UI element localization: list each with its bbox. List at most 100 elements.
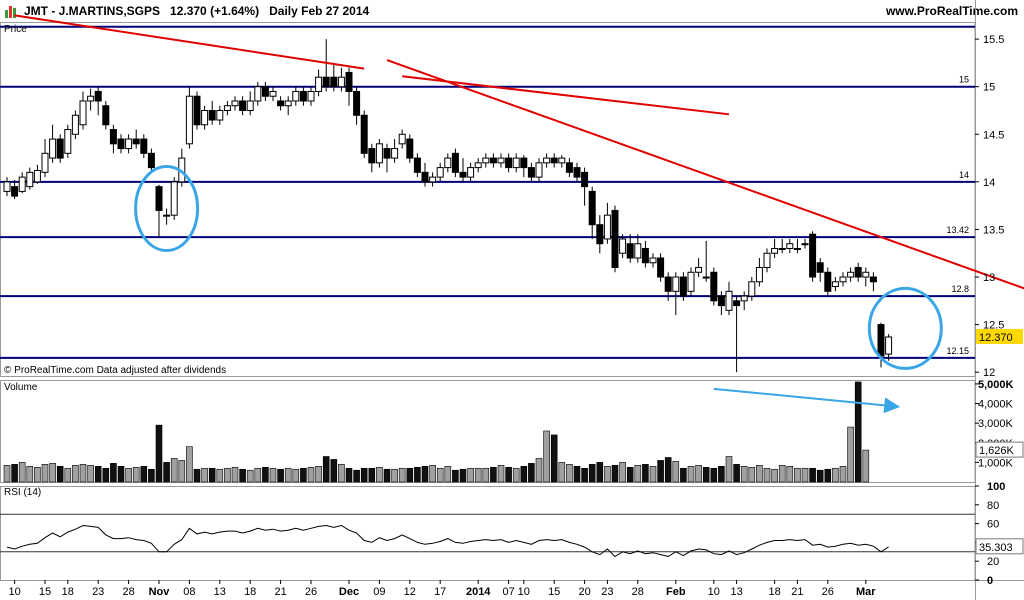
volume-bar bbox=[786, 466, 794, 483]
volume-bar bbox=[794, 467, 801, 483]
volume-bar bbox=[34, 466, 41, 483]
candle bbox=[94, 90, 102, 102]
time-tick-label: 18 bbox=[244, 586, 256, 598]
volume-bar bbox=[360, 467, 368, 483]
rsi-tick-label: 20 bbox=[987, 556, 999, 568]
candle bbox=[687, 271, 695, 292]
trend-line bbox=[386, 59, 1024, 290]
rsi-tick-label: 80 bbox=[987, 500, 999, 512]
volume-bar bbox=[588, 464, 596, 483]
candle bbox=[626, 243, 634, 259]
last-price-badge bbox=[976, 328, 1023, 344]
volume-bar bbox=[315, 466, 322, 483]
volume-bar bbox=[193, 468, 201, 483]
time-tick-label: 15 bbox=[39, 586, 51, 598]
volume-bar bbox=[474, 467, 482, 483]
volume-bar bbox=[854, 381, 862, 483]
volume-bar bbox=[490, 466, 497, 483]
volume-bar bbox=[702, 466, 710, 483]
candle bbox=[702, 276, 710, 279]
candle bbox=[679, 276, 687, 297]
time-tick-label: 23 bbox=[601, 586, 613, 598]
candle bbox=[64, 129, 72, 154]
volume-bar bbox=[284, 467, 292, 483]
time-tick-label: 18 bbox=[62, 586, 74, 598]
volume-last-badge bbox=[975, 441, 1024, 458]
candle bbox=[299, 90, 307, 102]
time-tick-label: 28 bbox=[122, 586, 134, 598]
annotation-arrow bbox=[713, 387, 901, 414]
volume-bar bbox=[429, 465, 436, 483]
volume-tick-label: 3,000K bbox=[978, 418, 1014, 430]
volume-bar bbox=[550, 434, 558, 483]
time-tick-label: 23 bbox=[92, 586, 104, 598]
candle bbox=[725, 290, 733, 311]
volume-bar bbox=[178, 460, 186, 483]
volume-bar bbox=[535, 458, 543, 483]
volume-bar bbox=[748, 466, 756, 483]
volume-bar bbox=[718, 466, 725, 483]
volume-last-label: 1,626K bbox=[979, 445, 1015, 457]
candle bbox=[246, 100, 254, 111]
volume-bar bbox=[611, 465, 619, 483]
volume-bar bbox=[664, 457, 672, 483]
candle bbox=[755, 267, 763, 283]
candle bbox=[558, 157, 566, 164]
candle bbox=[512, 157, 520, 169]
volume-bar bbox=[839, 466, 847, 483]
price-tick-label: 12.5 bbox=[983, 320, 1004, 332]
candle bbox=[467, 167, 475, 178]
candle bbox=[360, 114, 368, 154]
candle bbox=[140, 138, 148, 154]
volume-bar bbox=[520, 466, 528, 483]
candle bbox=[421, 171, 429, 183]
volume-bar bbox=[94, 466, 102, 483]
candle bbox=[778, 247, 786, 250]
site-link[interactable]: www.ProRealTime.com bbox=[885, 4, 1018, 18]
candle bbox=[406, 138, 414, 159]
volume-bar bbox=[208, 467, 216, 483]
time-tick-label: 26 bbox=[305, 586, 317, 598]
candle bbox=[535, 162, 543, 178]
candle bbox=[307, 90, 315, 102]
volume-bar bbox=[497, 465, 505, 483]
candle bbox=[26, 171, 34, 188]
price-tick-label: 13.5 bbox=[983, 224, 1004, 236]
candle bbox=[41, 152, 49, 173]
volume-bar bbox=[816, 469, 824, 483]
candle bbox=[839, 276, 847, 283]
volume-bar bbox=[246, 469, 254, 483]
volume-bar bbox=[421, 466, 429, 483]
rsi-last-badge bbox=[975, 538, 1024, 555]
candle bbox=[277, 100, 285, 107]
volume-panel-tag: Volume bbox=[4, 382, 38, 393]
volume-tick-label: 5,000K bbox=[978, 379, 1014, 391]
volume-bar bbox=[87, 465, 94, 483]
volume-bar bbox=[292, 468, 300, 483]
volume-bar bbox=[672, 461, 680, 483]
volume-tick-label: 1,000K bbox=[978, 457, 1014, 469]
candle bbox=[748, 281, 756, 297]
panel-frame bbox=[0, 486, 976, 581]
candle bbox=[147, 152, 155, 169]
volume-bar bbox=[847, 426, 854, 483]
candle bbox=[664, 276, 672, 292]
volume-bar bbox=[41, 464, 49, 483]
volume-bar bbox=[634, 465, 642, 483]
rsi-tick-label: 0 bbox=[987, 575, 993, 587]
candle bbox=[185, 95, 193, 145]
candle bbox=[3, 181, 11, 192]
volume-bar bbox=[72, 465, 79, 483]
volume-bar bbox=[117, 466, 125, 483]
price-tick-label: 15 bbox=[983, 82, 995, 94]
candle bbox=[793, 247, 801, 250]
volume-bar bbox=[604, 466, 611, 483]
volume-bar bbox=[155, 424, 163, 483]
candle bbox=[740, 295, 748, 302]
period-label: Daily Feb 27 2014 bbox=[269, 4, 370, 18]
candle bbox=[330, 76, 338, 88]
candle bbox=[649, 257, 657, 264]
candle bbox=[717, 295, 725, 307]
candle bbox=[634, 243, 642, 259]
